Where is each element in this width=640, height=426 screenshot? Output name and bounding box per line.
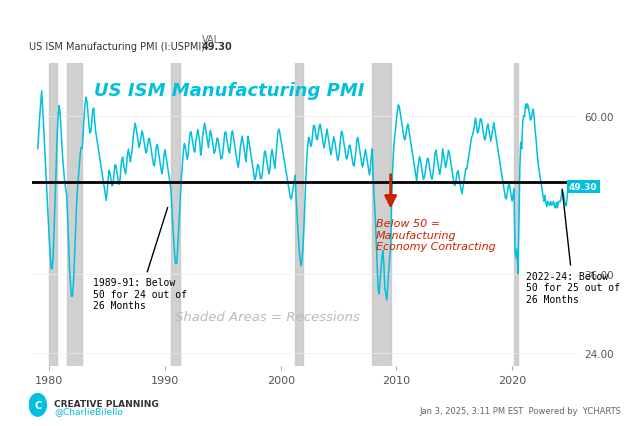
Text: 1989-91: Below
50 for 24 out of
26 Months: 1989-91: Below 50 for 24 out of 26 Month… [93, 208, 188, 311]
Bar [372, 64, 390, 366]
Bar [171, 64, 179, 366]
Text: C: C [34, 400, 42, 410]
Bar [67, 64, 82, 366]
Bar [295, 64, 303, 366]
Text: Below 50 =
Manufacturing
Economy Contracting: Below 50 = Manufacturing Economy Contrac… [376, 219, 495, 251]
Text: @CharlieBilello: @CharlieBilello [54, 406, 124, 415]
Text: 49.30: 49.30 [569, 182, 598, 191]
Circle shape [29, 394, 46, 416]
Text: 49.30: 49.30 [202, 42, 232, 52]
Text: US ISM Manufacturing PMI: US ISM Manufacturing PMI [93, 82, 364, 100]
Text: Jan 3, 2025, 3:11 PM EST  Powered by  YCHARTS: Jan 3, 2025, 3:11 PM EST Powered by YCHA… [419, 406, 621, 415]
Text: VAL: VAL [202, 35, 220, 45]
Text: US ISM Manufacturing PMI (I:USPMI): US ISM Manufacturing PMI (I:USPMI) [29, 42, 205, 52]
Bar [514, 64, 518, 366]
Text: Shaded Areas = Recessions: Shaded Areas = Recessions [175, 310, 360, 323]
Text: 2022-24: Below
50 for 25 out of
26 Months: 2022-24: Below 50 for 25 out of 26 Month… [526, 190, 620, 304]
Text: CREATIVE PLANNING: CREATIVE PLANNING [54, 399, 159, 408]
Bar [49, 64, 57, 366]
